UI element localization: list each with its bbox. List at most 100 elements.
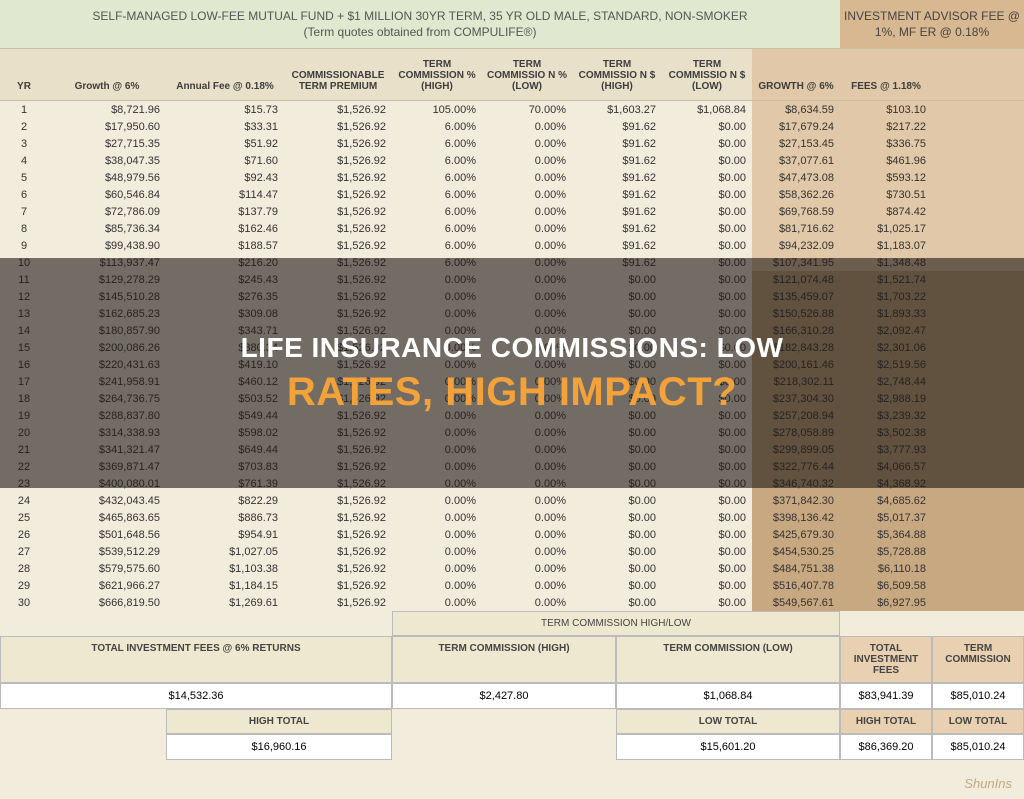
cell: $6,509.58 <box>840 577 932 594</box>
cell: $0.00 <box>662 526 752 543</box>
cell <box>932 526 1024 543</box>
table-row: 1$8,721.96$15.73$1,526.92105.00%70.00%$1… <box>0 101 1024 118</box>
cell: 6.00% <box>392 203 482 220</box>
cell: $1,526.92 <box>284 101 392 118</box>
cell <box>932 560 1024 577</box>
cell <box>932 203 1024 220</box>
cell: $15.73 <box>166 101 284 118</box>
adv-total-inv-value: $83,941.39 <box>840 683 932 709</box>
header-left-line1: SELF-MANAGED LOW-FEE MUTUAL FUND + $1 MI… <box>6 8 834 24</box>
cell: $91.62 <box>572 152 662 169</box>
cell <box>932 577 1024 594</box>
cell: $398,136.42 <box>752 509 840 526</box>
cell: $60,546.84 <box>48 186 166 203</box>
overlay-line2: RATES, HIGH IMPACT? <box>287 370 737 415</box>
cell: $38,047.35 <box>48 152 166 169</box>
cell: $0.00 <box>662 237 752 254</box>
cell: $5,364.88 <box>840 526 932 543</box>
table-row: 9$99,438.90$188.57$1,526.926.00%0.00%$91… <box>0 237 1024 254</box>
cell: 0.00% <box>482 560 572 577</box>
cell <box>932 186 1024 203</box>
cell: 0.00% <box>482 543 572 560</box>
cell: $730.51 <box>840 186 932 203</box>
term-highlow-label: TERM COMMISSION HIGH/LOW <box>392 611 840 636</box>
col-growth6: Growth @ 6% <box>48 49 166 101</box>
cell: 7 <box>0 203 48 220</box>
cell: 0.00% <box>392 509 482 526</box>
summary-block: TERM COMMISSION HIGH/LOW TOTAL INVESTMEN… <box>0 611 1024 760</box>
cell: 6.00% <box>392 237 482 254</box>
cell: 4 <box>0 152 48 169</box>
cell: $0.00 <box>572 560 662 577</box>
cell: $94,232.09 <box>752 237 840 254</box>
cell: $1,526.92 <box>284 220 392 237</box>
cell: $461.96 <box>840 152 932 169</box>
cell: $484,751.38 <box>752 560 840 577</box>
cell: $37,077.61 <box>752 152 840 169</box>
cell: 30 <box>0 594 48 611</box>
cell: $51.92 <box>166 135 284 152</box>
cell: $27,715.35 <box>48 135 166 152</box>
cell: 105.00% <box>392 101 482 118</box>
cell: $33.31 <box>166 118 284 135</box>
cell: 6.00% <box>392 118 482 135</box>
cell: $425,679.30 <box>752 526 840 543</box>
cell: $91.62 <box>572 186 662 203</box>
cell: $1,526.92 <box>284 152 392 169</box>
cell: $1,526.92 <box>284 492 392 509</box>
cell: $1,526.92 <box>284 203 392 220</box>
col-spacer <box>932 49 1024 101</box>
cell: $91.62 <box>572 237 662 254</box>
cell: $0.00 <box>662 543 752 560</box>
cell: $114.47 <box>166 186 284 203</box>
cell <box>932 118 1024 135</box>
cell: $91.62 <box>572 135 662 152</box>
cell: $1,526.92 <box>284 594 392 611</box>
cell: 25 <box>0 509 48 526</box>
cell: $1,526.92 <box>284 118 392 135</box>
cell: $0.00 <box>572 577 662 594</box>
cell: $0.00 <box>662 509 752 526</box>
cell: 6.00% <box>392 169 482 186</box>
cell: 0.00% <box>392 526 482 543</box>
col-comm-usd-high: TERM COMMISSIO N $ (HIGH) <box>572 49 662 101</box>
cell: $47,473.08 <box>752 169 840 186</box>
cell: $1,027.05 <box>166 543 284 560</box>
cell: $17,679.24 <box>752 118 840 135</box>
adv-high-total-value: $86,369.20 <box>840 734 932 760</box>
table-row: 5$48,979.56$92.43$1,526.926.00%0.00%$91.… <box>0 169 1024 186</box>
term-high-value: $2,427.80 <box>392 683 616 709</box>
cell: $188.57 <box>166 237 284 254</box>
cell <box>932 237 1024 254</box>
cell: $92.43 <box>166 169 284 186</box>
cell: 0.00% <box>482 594 572 611</box>
cell: $454,530.25 <box>752 543 840 560</box>
cell: $8,721.96 <box>48 101 166 118</box>
table-row: 30$666,819.50$1,269.61$1,526.920.00%0.00… <box>0 594 1024 611</box>
header-right-line2: 1%, MF ER @ 0.18% <box>844 24 1020 40</box>
cell: 24 <box>0 492 48 509</box>
cell <box>932 135 1024 152</box>
col-comm-pct-low: TERM COMMISSIO N % (LOW) <box>482 49 572 101</box>
column-headers: YR Growth @ 6% Annual Fee @ 0.18% COMMIS… <box>0 49 1024 101</box>
cell <box>932 492 1024 509</box>
cell: $91.62 <box>572 220 662 237</box>
cell <box>932 101 1024 118</box>
cell: $162.46 <box>166 220 284 237</box>
cell: $1,184.15 <box>166 577 284 594</box>
cell: $465,863.65 <box>48 509 166 526</box>
cell <box>932 220 1024 237</box>
cell: 5 <box>0 169 48 186</box>
col-yr: YR <box>0 49 48 101</box>
cell: $69,768.59 <box>752 203 840 220</box>
table-row: 29$621,966.27$1,184.15$1,526.920.00%0.00… <box>0 577 1024 594</box>
cell: $8,634.59 <box>752 101 840 118</box>
total-inv-fees-label: TOTAL INVESTMENT FEES @ 6% RETURNS <box>0 636 392 683</box>
cell: $0.00 <box>572 594 662 611</box>
cell: 0.00% <box>482 118 572 135</box>
term-high-label: TERM COMMISSION (HIGH) <box>392 636 616 683</box>
cell: $539,512.29 <box>48 543 166 560</box>
cell <box>932 152 1024 169</box>
cell: $0.00 <box>662 118 752 135</box>
cell: $1,526.92 <box>284 135 392 152</box>
